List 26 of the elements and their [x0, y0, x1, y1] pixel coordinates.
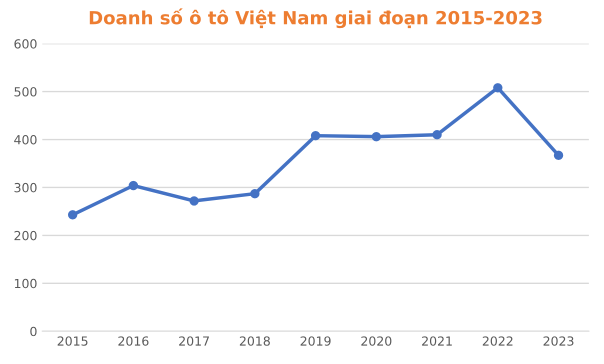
point [493, 83, 502, 92]
x-tick-label: 2018 [240, 336, 270, 346]
point [68, 210, 78, 220]
y-tick-label: 0 [30, 326, 37, 336]
x-tick-label: 2015 [58, 336, 88, 346]
x-tick-label: 2021 [422, 336, 452, 346]
point [554, 150, 564, 160]
x-tick-label: 2020 [361, 336, 392, 346]
x-tick-label: 2017 [179, 336, 209, 346]
point [189, 196, 199, 206]
point [310, 131, 320, 140]
y-tick-label: 600 [14, 39, 37, 49]
chart-title: Doanh số ô tô Việt Nam giai đoạn 2015-2023 [90, 8, 542, 28]
point [128, 180, 138, 190]
x-tick-label: 2016 [118, 336, 148, 346]
y-tick-label: 100 [14, 278, 37, 288]
y-tick-label: 300 [14, 182, 37, 192]
point [432, 130, 442, 140]
x-tick-label: 2023 [544, 336, 574, 346]
y-tick-label: 200 [14, 230, 37, 240]
x-tick-label: 2022 [482, 336, 512, 346]
point [250, 189, 260, 198]
point [372, 132, 382, 142]
x-tick-label: 2019 [300, 336, 331, 346]
y-tick-label: 500 [14, 87, 37, 97]
y-tick-label: 400 [14, 135, 37, 144]
